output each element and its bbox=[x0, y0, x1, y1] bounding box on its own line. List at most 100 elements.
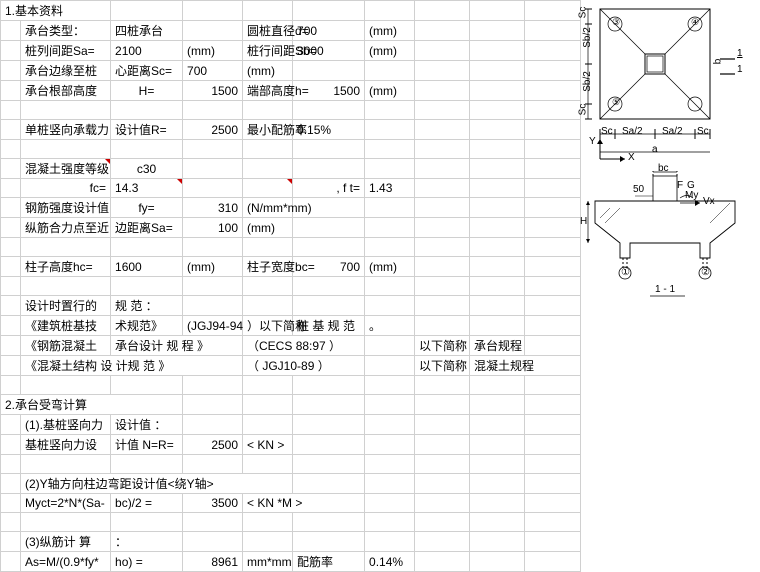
unit-mm: (mm) bbox=[243, 61, 293, 81]
plan-diagram: Sc Sa/2 Sa/2 Sc a X Y Sb/2 Sb/2 Sc Sc b … bbox=[585, 4, 755, 164]
unit-mm: (mm) bbox=[365, 81, 415, 101]
long-reinf-label: 纵筋合力点至近 bbox=[21, 218, 111, 238]
h-dim: H bbox=[580, 216, 587, 227]
pile-2-mark: ② bbox=[701, 267, 710, 278]
min-reinf-label: 最小配筋率 bbox=[243, 120, 293, 140]
code3-d: 混凝土规程 bbox=[470, 356, 581, 376]
diagrams-panel: Sc Sa/2 Sa/2 Sc a X Y Sb/2 Sb/2 Sc Sc b … bbox=[585, 4, 755, 308]
pile-dia-label: 圆桩直径d= bbox=[243, 21, 293, 41]
fy-val[interactable]: 310 bbox=[183, 198, 243, 218]
reinf-ratio-val: 0.14% bbox=[365, 552, 415, 572]
r-label: 设计值R= bbox=[111, 120, 183, 140]
unit-mm: (mm) bbox=[243, 218, 293, 238]
nr-val: 2500 bbox=[183, 435, 243, 455]
unit-mm: (mm) bbox=[183, 41, 243, 61]
sa-val[interactable]: 2100 bbox=[111, 41, 183, 61]
edge-dist-label: 承台边缘至桩 bbox=[21, 61, 111, 81]
code2-b: 承台设计 规 程 》 bbox=[111, 336, 243, 356]
sa2-dim-2: Sa/2 bbox=[662, 126, 683, 137]
as-label: As=M/(0.9*fy* bbox=[21, 552, 111, 572]
calc3-colon: ： bbox=[111, 532, 183, 552]
sc-val[interactable]: 700 bbox=[183, 61, 243, 81]
reinf-ratio-label: 配筋率 bbox=[293, 552, 365, 572]
nr-eq: 计值 N=R= bbox=[111, 435, 183, 455]
pile-3: ③ bbox=[612, 17, 620, 28]
end-h-label: 端部高度h= bbox=[243, 81, 293, 101]
sa2-dim: Sa/2 bbox=[622, 126, 643, 137]
section-2-title: 2.承台受弯计算 bbox=[1, 395, 183, 415]
design-code-label: 设计时置行的 bbox=[21, 296, 111, 316]
unit-mm: (mm) bbox=[183, 257, 243, 277]
calc3-label: (3)纵筋计 算 bbox=[21, 532, 111, 552]
y-axis: Y bbox=[589, 136, 596, 147]
myct-label: Myct=2*N*(Sa- bbox=[21, 494, 111, 513]
sc-left: Sc bbox=[577, 7, 588, 19]
fy-eq: fy= bbox=[111, 198, 183, 218]
steel-label: 钢筋强度设计值 bbox=[21, 198, 111, 218]
h-eq: H= bbox=[111, 81, 183, 101]
r-val[interactable]: 2500 bbox=[183, 120, 243, 140]
unit-mm2: mm*mm bbox=[243, 552, 293, 572]
pile-cap-label: 单桩竖向承载力 bbox=[21, 120, 111, 140]
calc1-b: 设计值 ： bbox=[111, 415, 183, 435]
code1-d: ）以下简称 bbox=[243, 316, 293, 336]
col-h-val[interactable]: 1600 bbox=[111, 257, 183, 277]
nr-label: 基桩竖向力设 bbox=[21, 435, 111, 455]
edge-sa-label: 边距离Sa= bbox=[111, 218, 183, 238]
f-label: F bbox=[677, 180, 683, 191]
unit-mm: (mm) bbox=[365, 21, 415, 41]
cap-type-label: 承台类型： bbox=[21, 21, 111, 41]
code-colon: 规 范 ： bbox=[111, 296, 183, 316]
sb2-dim-2: Sb/2 bbox=[582, 71, 593, 92]
sb-label: 桩行间距Sb= bbox=[243, 41, 293, 61]
bc-dim: bc bbox=[658, 163, 669, 174]
code2-a: 《钢筋混凝土 bbox=[21, 336, 111, 356]
code2-d: 以下简称 bbox=[415, 336, 470, 356]
sc-label: 心距离Sc= bbox=[111, 61, 183, 81]
edge-sa-val[interactable]: 100 bbox=[183, 218, 243, 238]
sc-dim-2: Sc bbox=[697, 126, 709, 137]
section-1-1: 1 - 1 bbox=[655, 284, 675, 295]
fc-label: fc= bbox=[21, 179, 111, 198]
ft-label: , f t= bbox=[293, 179, 365, 198]
b-dim: b bbox=[712, 59, 723, 65]
myct-eq: bc)/2 = bbox=[111, 494, 183, 513]
as-eq: ho) = bbox=[111, 552, 183, 572]
pile-5: ⑤ bbox=[612, 97, 620, 108]
code2-e: 承台规程 bbox=[470, 336, 525, 356]
x-axis: X bbox=[628, 152, 635, 163]
fc-val: 14.3 bbox=[111, 179, 183, 198]
section-1-mark-b: 1 bbox=[737, 64, 743, 75]
pile-4: ④ bbox=[691, 17, 699, 28]
unit-knm: < KN *M > bbox=[243, 494, 365, 513]
unit-mm: (mm) bbox=[365, 41, 415, 61]
code1-c: (JGJ94-94 bbox=[183, 316, 243, 336]
code1-e: 桩 基 规 范 bbox=[293, 316, 365, 336]
col-h-label: 柱子高度hc= bbox=[21, 257, 111, 277]
my-label: My bbox=[685, 190, 698, 201]
code3-a: 《混凝土结构 设 计规 范 》 bbox=[21, 356, 243, 376]
sa-label: 桩列间距Sa= bbox=[21, 41, 111, 61]
ft-val: 1.43 bbox=[365, 179, 415, 198]
unit-mm: (mm) bbox=[365, 257, 415, 277]
section-1-mark: 1 bbox=[737, 48, 743, 59]
unit-nmm: (N/mm*mm) bbox=[243, 198, 293, 218]
root-h-label: 承台根部高度 bbox=[21, 81, 111, 101]
cap-type-val[interactable]: 四桩承台 bbox=[111, 21, 183, 41]
h-val[interactable]: 1500 bbox=[183, 81, 243, 101]
code1-b: 术规范》 bbox=[111, 316, 183, 336]
calc1-label: (1).基桩竖向力 bbox=[21, 415, 111, 435]
section-1-title: 1.基本资料 bbox=[1, 1, 111, 21]
vx-label: Vx bbox=[703, 196, 715, 207]
concrete-grade-label: 混凝土强度等级 bbox=[21, 159, 111, 179]
code2-c: （CECS 88:97 ） bbox=[243, 336, 365, 356]
a-dim: a bbox=[652, 144, 658, 155]
concrete-grade-val[interactable]: c30 bbox=[111, 159, 183, 179]
unit-kn: < KN > bbox=[243, 435, 293, 455]
fifty-dim: 50 bbox=[633, 184, 644, 195]
as-val: 8961 bbox=[183, 552, 243, 572]
sb2-dim: Sb/2 bbox=[582, 27, 593, 48]
code1-a: 《建筑桩基技 bbox=[21, 316, 111, 336]
calc2-label: (2)Y轴方向柱边弯距设计值<绕Y轴> bbox=[21, 474, 293, 494]
code3-b: （ JGJ10-89 ） bbox=[243, 356, 365, 376]
